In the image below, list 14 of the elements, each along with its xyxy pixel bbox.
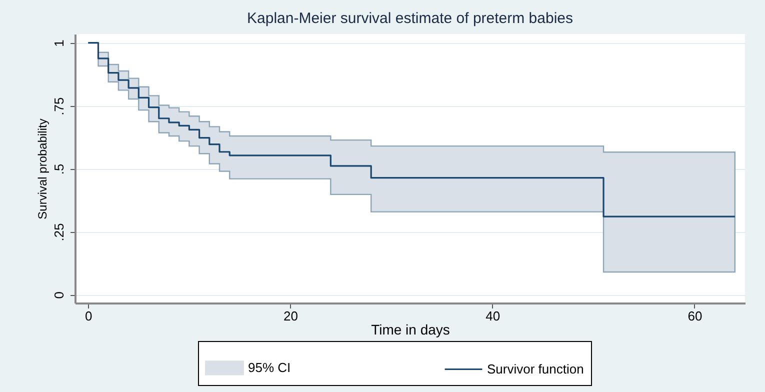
y-tick-label: .75 — [52, 97, 66, 116]
x-tick-label: 40 — [486, 308, 500, 324]
chart-title: Kaplan-Meier survival estimate of preterm babies — [247, 10, 573, 27]
x-tick-label: 0 — [85, 308, 92, 324]
y-axis-title: Survival probability — [36, 118, 50, 220]
text: 95% CI — [248, 360, 291, 375]
x-axis-title: Time in days — [371, 322, 450, 338]
x-tick-label: 20 — [284, 308, 298, 324]
x-tick-label: 60 — [688, 308, 702, 324]
y-tick-label: 0 — [52, 292, 66, 299]
legend-label: Survivor function — [487, 361, 584, 376]
y-tick-label: .25 — [52, 223, 66, 242]
y-tick-label: 1 — [52, 40, 66, 47]
y-tick-label: .5 — [52, 164, 66, 175]
